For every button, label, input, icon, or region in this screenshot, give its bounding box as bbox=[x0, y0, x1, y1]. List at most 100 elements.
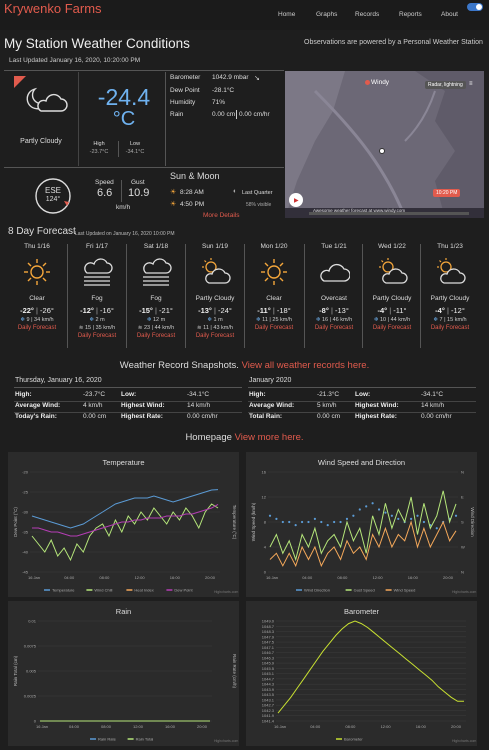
daily-forecast-link[interactable]: Daily Forecast bbox=[314, 325, 354, 331]
forecast-day: Thu 1/16 Clear -22° | -26° ❄ 9 | 34 km/h… bbox=[8, 240, 66, 350]
map-time-badge: 10:20 PM bbox=[433, 189, 461, 197]
record-rate: 0.00 cm/hr bbox=[421, 413, 452, 420]
x-tick-label: 20:00 bbox=[197, 724, 208, 729]
daily-forecast-link[interactable]: Daily Forecast bbox=[77, 333, 117, 339]
y-tick-label: 1045.5 bbox=[262, 666, 275, 671]
daily-forecast-link[interactable]: Daily Forecast bbox=[195, 333, 235, 339]
y-tick-label: -30 bbox=[22, 510, 29, 515]
daily-forecast-link[interactable]: Daily Forecast bbox=[136, 333, 176, 339]
nav-about[interactable]: About bbox=[441, 11, 458, 18]
forecast-day: Fri 1/17 Fog -12° | -16° ❄ 2 m ≋ 15 | 35 … bbox=[68, 240, 126, 350]
y-tick-label: 0.0075 bbox=[24, 644, 37, 649]
snow-icon: ❄ bbox=[373, 317, 379, 323]
map-settings-icon[interactable]: ≡ bbox=[469, 81, 473, 87]
divider bbox=[248, 387, 476, 388]
y-tick-label: 12 bbox=[262, 495, 267, 500]
divider bbox=[165, 72, 166, 166]
legend-label: Barometer bbox=[344, 737, 363, 742]
sun-icon bbox=[245, 250, 303, 294]
record-hiwind: 14 km/h bbox=[187, 402, 211, 409]
temperature-chart: Temperature -45 -40 -35 -30 -25 -20 16 Jan 04:0… bbox=[8, 452, 239, 597]
y2-tick-label: N bbox=[461, 470, 464, 475]
x-tick-label: 08:00 bbox=[101, 724, 112, 729]
windy-radar-map[interactable]: Windy Radar, lightning ≡ 10:20 PM ▶ Awes… bbox=[285, 71, 484, 218]
x-tick-label: 16:00 bbox=[170, 575, 181, 580]
forecast-wind: ❄ 16 | 46 km/h bbox=[315, 317, 353, 323]
wind-chart-svg: 0 4 8 12 16 N W S E N 16 Jan 04:00 08:00 12:00 16:00 20… bbox=[251, 470, 475, 593]
record-rain-label: Total Rain: bbox=[249, 413, 283, 420]
chart-credit: Highcharts.com bbox=[214, 739, 239, 743]
partly-icon bbox=[421, 250, 479, 294]
forecast-condition: Fog bbox=[91, 295, 103, 302]
divider bbox=[248, 412, 476, 413]
wind-compass bbox=[33, 176, 73, 218]
y2-axis-label: Rain Rate (cm/h) bbox=[232, 654, 237, 689]
forecast-temps: -12° | -16° bbox=[80, 306, 114, 315]
x-tick-label: 12:00 bbox=[373, 575, 384, 580]
record-rate-label: Highest Rate: bbox=[121, 413, 163, 420]
chart-credit: Highcharts.com bbox=[452, 590, 477, 594]
legend-label: Dew Point bbox=[174, 588, 193, 593]
daily-forecast-link[interactable]: Daily Forecast bbox=[430, 325, 470, 331]
brand-title[interactable]: Krywenko Farms bbox=[4, 1, 102, 16]
sunset-time: 4:50 PM bbox=[180, 201, 205, 208]
nav-reports[interactable]: Reports bbox=[399, 11, 422, 18]
forecast-day-label: Mon 1/20 bbox=[260, 243, 288, 250]
daily-forecast-link[interactable]: Daily Forecast bbox=[17, 325, 57, 331]
x-tick-label: 04:00 bbox=[69, 724, 80, 729]
daily-forecast-link[interactable]: Daily Forecast bbox=[254, 325, 294, 331]
forecast-day: Mon 1/20 Clear -11° | -18° ❄ 11 | 25 km/… bbox=[245, 240, 303, 350]
view-records-link[interactable]: View all weather records here. bbox=[241, 360, 370, 371]
x-tick-label: 12:00 bbox=[135, 575, 146, 580]
more-details-link[interactable]: More Details bbox=[203, 212, 240, 219]
nav-records[interactable]: Records bbox=[355, 11, 380, 18]
data-point bbox=[300, 520, 304, 524]
map-play-button[interactable] bbox=[289, 193, 303, 207]
legend-label: Gust Speed bbox=[354, 588, 375, 593]
forecast-precip: ❄ 12 m bbox=[146, 317, 166, 323]
x-tick-label: 20:00 bbox=[443, 575, 454, 580]
data-point bbox=[275, 517, 278, 520]
forecast-wind: ❄ 11 | 25 km/h bbox=[256, 317, 292, 323]
x-tick-label: 16:00 bbox=[408, 575, 419, 580]
data-point bbox=[384, 511, 387, 514]
y-tick-label: -40 bbox=[22, 550, 29, 555]
y-tick-label: 1043.5 bbox=[262, 692, 275, 697]
data-point bbox=[281, 520, 284, 524]
record-rate: 0.00 cm/hr bbox=[187, 413, 218, 420]
top-navbar: Krywenko Farms Home Graphs Records Repor… bbox=[0, 0, 489, 30]
record-avgwind-label: Average Wind: bbox=[15, 402, 61, 409]
homepage-heading-text: Homepage bbox=[185, 432, 232, 443]
x-tick-label: 04:00 bbox=[310, 724, 321, 729]
theme-toggle[interactable] bbox=[467, 3, 483, 11]
nav-graphs[interactable]: Graphs bbox=[316, 11, 338, 18]
legend-label: Rain Rate bbox=[98, 737, 117, 742]
data-point bbox=[365, 505, 368, 508]
legend-label: Rain Total bbox=[136, 737, 154, 742]
view-more-link[interactable]: View more here. bbox=[234, 432, 304, 443]
record-avgwind: 5 km/h bbox=[317, 402, 337, 409]
forecast-wind: ❄ 10 | 44 km/h bbox=[373, 317, 411, 323]
forecast-condition: Partly Cloudy bbox=[372, 295, 412, 302]
moon-visible: 58% visible bbox=[246, 202, 272, 208]
high-value: -23.7°C bbox=[89, 149, 109, 155]
y-axis-label: Rain Total (cm) bbox=[13, 655, 18, 686]
barometer-chart-svg: 1041.41041.91042.31042.71043.11043.51043… bbox=[262, 619, 466, 742]
daily-forecast-link[interactable]: Daily Forecast bbox=[372, 325, 412, 331]
record-avgwind: 4 km/h bbox=[83, 402, 103, 409]
forecast-temps: -15° | -21° bbox=[139, 306, 173, 315]
nav-home[interactable]: Home bbox=[278, 11, 296, 18]
divider bbox=[118, 141, 119, 157]
y2-tick-label: E bbox=[461, 495, 464, 500]
map-layer-label[interactable]: Radar, lightning bbox=[425, 81, 466, 89]
x-tick-label: 20:00 bbox=[205, 575, 216, 580]
x-tick-label: 16:00 bbox=[416, 724, 427, 729]
arrow-down-right-icon: ↘ bbox=[254, 75, 260, 82]
record-high-label: High: bbox=[15, 391, 32, 398]
rain-rate-value: 0.00 cm/hr bbox=[239, 111, 270, 118]
legend-label: Temperature bbox=[52, 588, 75, 593]
series-line bbox=[31, 503, 219, 562]
y-tick-label: 0.01 bbox=[28, 619, 37, 624]
forecast-temps: -4° | -11° bbox=[377, 306, 407, 315]
x-tick-label: 04:00 bbox=[302, 575, 313, 580]
